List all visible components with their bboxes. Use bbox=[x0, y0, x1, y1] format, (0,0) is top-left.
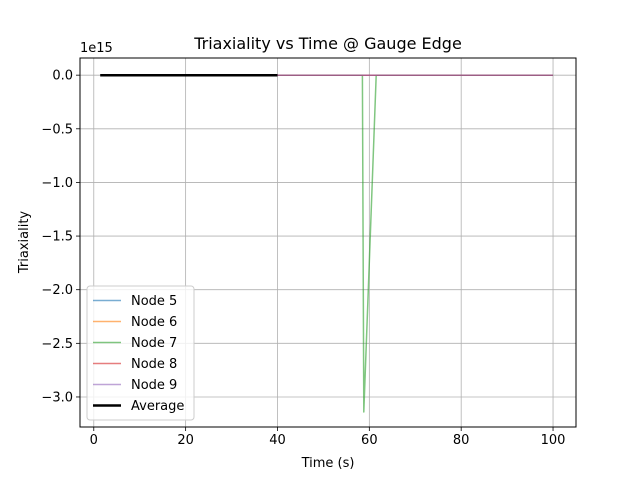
x-tick-label: 0 bbox=[90, 433, 98, 448]
legend-label: Node 5 bbox=[131, 294, 177, 309]
legend: Node 5 Node 6 Node 7 Node 8 Node 9 Average bbox=[87, 286, 194, 420]
y-offset-label: 1e15 bbox=[80, 41, 113, 56]
y-tick-label: 0.0 bbox=[52, 69, 73, 84]
y-tick-label: −2.5 bbox=[41, 337, 73, 352]
x-axis-label: Time (s) bbox=[301, 456, 355, 471]
x-tick-label: 40 bbox=[269, 433, 286, 448]
y-tick-label: −0.5 bbox=[41, 122, 73, 137]
y-axis-label: Triaxiality bbox=[17, 211, 32, 275]
legend-label: Node 7 bbox=[131, 336, 177, 351]
y-tick-label: −1.5 bbox=[41, 230, 73, 245]
x-tick-label: 20 bbox=[177, 433, 194, 448]
x-tick-label: 80 bbox=[453, 433, 470, 448]
legend-label: Node 9 bbox=[131, 378, 177, 393]
series-line-node-7 bbox=[278, 75, 554, 412]
x-tick-label: 60 bbox=[361, 433, 378, 448]
legend-label: Node 8 bbox=[131, 357, 177, 372]
chart-title: Triaxiality vs Time @ Gauge Edge bbox=[193, 34, 462, 53]
x-tick-label: 100 bbox=[541, 433, 566, 448]
legend-label: Node 6 bbox=[131, 315, 177, 330]
legend-label: Average bbox=[131, 399, 184, 414]
y-tick-label: −3.0 bbox=[41, 390, 73, 405]
y-tick-label: −2.0 bbox=[41, 283, 73, 298]
y-tick-label: −1.0 bbox=[41, 176, 73, 191]
